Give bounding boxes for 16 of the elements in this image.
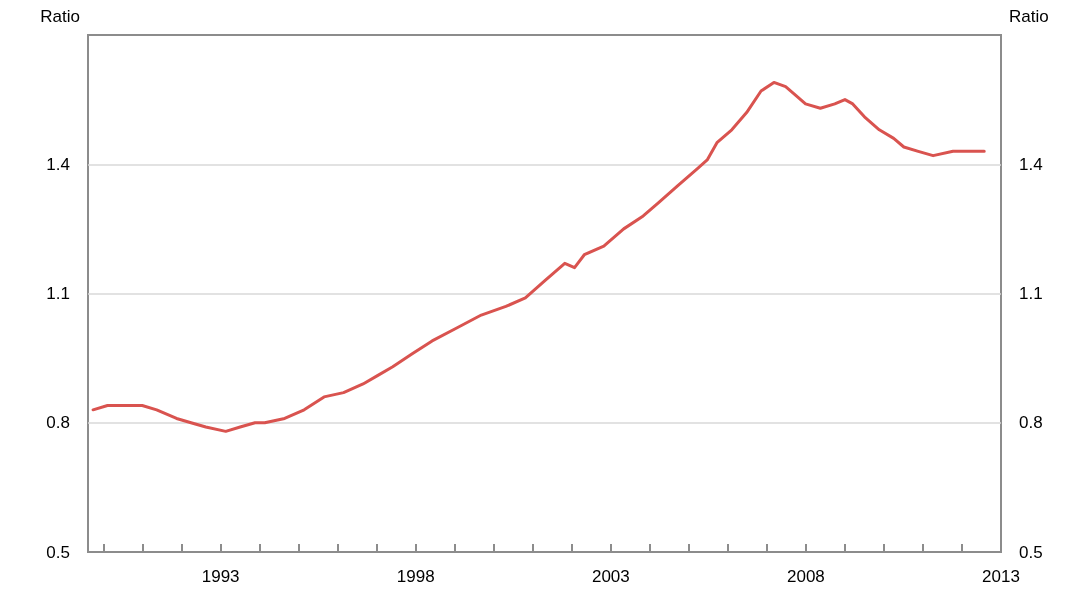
y2-tick-label: 1.1 bbox=[1019, 284, 1043, 303]
y2-tick-label: 0.5 bbox=[1019, 542, 1043, 562]
line-series bbox=[91, 80, 986, 433]
y-tick-label: 1.4 bbox=[46, 154, 70, 174]
y-tick-label: 0.5 bbox=[46, 542, 70, 562]
y-tick-label: 0.8 bbox=[46, 413, 70, 433]
y2-axis-title: Ratio bbox=[1009, 7, 1049, 26]
x-tick-label: 1993 bbox=[201, 567, 240, 586]
y-axis-title: Ratio bbox=[40, 7, 80, 26]
y2-tick-label: 1.4 bbox=[1019, 154, 1043, 174]
y2-tick-label: 0.8 bbox=[1019, 413, 1043, 433]
x-tick-label: 1998 bbox=[396, 567, 435, 586]
x-tick-label: 2013 bbox=[982, 567, 1020, 586]
y-tick-label: 1.1 bbox=[46, 284, 70, 303]
x-tick-label: 2003 bbox=[591, 567, 630, 586]
x-tick-label: 2008 bbox=[787, 567, 825, 586]
